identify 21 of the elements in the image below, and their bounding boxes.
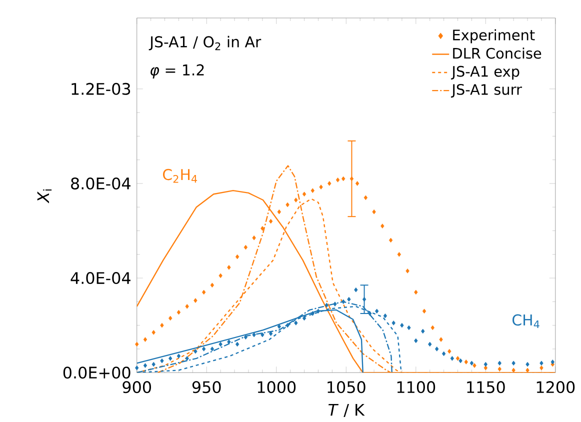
- annotation: CH$_{4}$: [512, 314, 540, 328]
- y-tick-label: 0.0E+00: [63, 366, 130, 378]
- legend-label: JS-A1 surr: [450, 84, 522, 98]
- annotation: φ = 1.2: [150, 64, 204, 78]
- x-tick-label: 1200: [536, 380, 575, 393]
- annotation: JS-A1 / O$_{2}$ in Ar: [148, 36, 262, 50]
- y-tick-label: 4.0E-04: [70, 272, 130, 284]
- legend-label: DLR Concise: [453, 47, 542, 59]
- x-tick-label: 950: [192, 380, 221, 393]
- x-axis-title: T / K: [328, 404, 365, 417]
- x-tick-label: 1050: [328, 380, 366, 393]
- x-tick-label: 900: [122, 380, 151, 393]
- x-tick-label: 1100: [397, 380, 436, 393]
- y-tick-label: 8.0E-04: [71, 177, 130, 190]
- y-axis-title: X$_{i}$: [37, 189, 52, 204]
- y-tick-label: 1.2E-03: [72, 82, 130, 95]
- annotation: C$_{2}$H$_{4}$: [163, 168, 198, 183]
- x-tick-label: 1150: [467, 380, 505, 393]
- x-tick-label: 1000: [258, 380, 296, 393]
- legend-label: Experiment: [453, 29, 535, 44]
- legend-label: JS-A1 exp: [450, 66, 520, 80]
